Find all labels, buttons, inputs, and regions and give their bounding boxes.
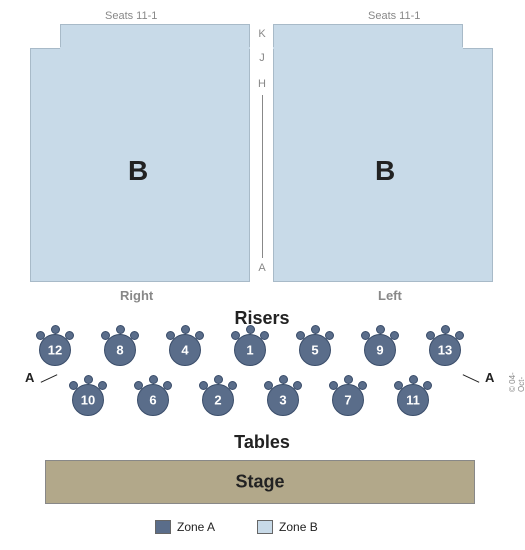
tick-line-right bbox=[463, 374, 480, 383]
seats-label-top-right: Seats 11-1 bbox=[368, 10, 420, 22]
table-chair bbox=[264, 381, 273, 390]
table-chair bbox=[69, 381, 78, 390]
legend-swatch-zone-b bbox=[257, 520, 273, 534]
table-chair bbox=[441, 325, 450, 334]
stage-label: Stage bbox=[235, 472, 284, 493]
table-chair bbox=[344, 375, 353, 384]
table-number: 7 bbox=[344, 393, 351, 408]
side-label-right: Right bbox=[120, 288, 153, 303]
table-chair bbox=[390, 331, 399, 340]
table-chair bbox=[361, 331, 370, 340]
table-chair bbox=[426, 331, 435, 340]
table-chair bbox=[199, 381, 208, 390]
table-chair bbox=[279, 375, 288, 384]
table-chair bbox=[394, 381, 403, 390]
section-b-right-seam bbox=[60, 47, 250, 49]
table-chair bbox=[329, 381, 338, 390]
section-b-right-top[interactable] bbox=[60, 24, 250, 48]
table-chair bbox=[181, 325, 190, 334]
table-chair bbox=[296, 331, 305, 340]
table-chair bbox=[149, 375, 158, 384]
table-chair bbox=[84, 375, 93, 384]
row-label-j: J bbox=[259, 52, 265, 64]
table-chair bbox=[98, 381, 107, 390]
table-chair bbox=[293, 381, 302, 390]
table-chair bbox=[101, 331, 110, 340]
table-number: 6 bbox=[149, 393, 156, 408]
section-b-left-label: B bbox=[375, 155, 395, 187]
table-number: 9 bbox=[376, 343, 383, 358]
table-chair bbox=[163, 381, 172, 390]
tables-label: Tables bbox=[234, 432, 290, 453]
table-chair bbox=[358, 381, 367, 390]
row-label-h: H bbox=[258, 78, 266, 90]
table-chair bbox=[228, 381, 237, 390]
table-number: 5 bbox=[311, 343, 318, 358]
table-number: 4 bbox=[181, 343, 188, 358]
table-chair bbox=[325, 331, 334, 340]
table-chair bbox=[116, 325, 125, 334]
table-chair bbox=[409, 375, 418, 384]
tick-line-left bbox=[41, 374, 58, 383]
risers-label: Risers bbox=[234, 308, 289, 329]
table-chair bbox=[36, 331, 45, 340]
row-label-a: A bbox=[258, 262, 265, 274]
table-chair bbox=[166, 331, 175, 340]
section-b-left-top[interactable] bbox=[273, 24, 463, 48]
table-chair bbox=[130, 331, 139, 340]
section-b-right-label: B bbox=[128, 155, 148, 187]
table-number: 1 bbox=[246, 343, 253, 358]
a-tick-right: A bbox=[485, 370, 494, 385]
legend: Zone A Zone B bbox=[155, 520, 318, 534]
table-chair bbox=[376, 325, 385, 334]
table-chair bbox=[455, 331, 464, 340]
legend-label-zone-b: Zone B bbox=[279, 520, 318, 534]
table-number: 8 bbox=[116, 343, 123, 358]
table-chair bbox=[423, 381, 432, 390]
table-number: 13 bbox=[438, 343, 452, 358]
table-number: 12 bbox=[48, 343, 62, 358]
table-chair bbox=[231, 331, 240, 340]
row-label-k: K bbox=[258, 28, 265, 40]
table-chair bbox=[134, 381, 143, 390]
table-chair bbox=[65, 331, 74, 340]
table-number: 3 bbox=[279, 393, 286, 408]
side-label-left: Left bbox=[378, 288, 402, 303]
table-chair bbox=[260, 331, 269, 340]
legend-label-zone-a: Zone A bbox=[177, 520, 215, 534]
table-number: 2 bbox=[214, 393, 221, 408]
table-number: 11 bbox=[406, 393, 420, 408]
seating-chart: Seats 11-1 Seats 11-1 B B K J H A Right … bbox=[0, 0, 525, 550]
table-chair bbox=[195, 331, 204, 340]
seats-label-top-left: Seats 11-1 bbox=[105, 10, 157, 22]
watermark: © 04-Oct-2012 Seatics® bbox=[508, 360, 525, 392]
table-number: 10 bbox=[81, 393, 95, 408]
table-chair bbox=[311, 325, 320, 334]
section-b-left-seam bbox=[273, 47, 463, 49]
table-chair bbox=[214, 375, 223, 384]
table-chair bbox=[246, 325, 255, 334]
table-chair bbox=[51, 325, 60, 334]
aisle-line bbox=[262, 95, 263, 258]
a-tick-left: A bbox=[25, 370, 34, 385]
legend-swatch-zone-a bbox=[155, 520, 171, 534]
